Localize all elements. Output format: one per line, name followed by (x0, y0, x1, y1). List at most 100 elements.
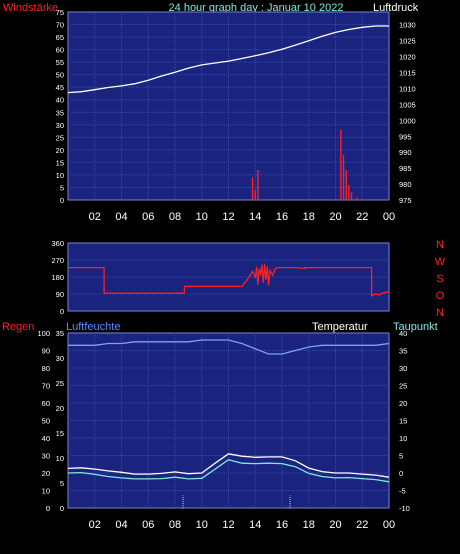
temperature-axis-tick-label: 0 (399, 469, 403, 478)
wind-axis-tick-label: 0 (60, 196, 64, 205)
humidity-axis-tick-label: 50 (42, 417, 50, 426)
temperature-axis-tick-label: -5 (399, 487, 406, 496)
time-tick-label: 10 (196, 519, 208, 531)
pressure-axis-tick-label: 990 (399, 148, 412, 157)
rain-axis-tick-label: 30 (56, 354, 64, 363)
direction-axis-tick-label: 0 (60, 307, 64, 316)
rain-axis-tick-label: 10 (56, 454, 64, 463)
time-tick-label: 06 (142, 519, 154, 531)
direction-axis-tick-label: 360 (51, 239, 64, 248)
time-tick-label: 18 (303, 519, 315, 531)
temperature-axis-tick-label: 15 (399, 417, 407, 426)
pressure-series-line (67, 25, 389, 94)
direction-axis-tick-label: 270 (51, 256, 64, 265)
time-tick-label: 02 (89, 211, 101, 223)
temperature-axis-tick-label: -10 (399, 504, 410, 513)
time-tick-label: 06 (142, 211, 154, 223)
wind-axis-tick-label: 25 (56, 133, 64, 142)
compass-direction-label: S (436, 273, 443, 285)
rain-axis-tick-label: 25 (56, 379, 64, 388)
rain-axis-tick-label: 5 (60, 479, 64, 488)
temperature-axis-tick-label: 40 (399, 329, 407, 338)
time-tick-label: 22 (356, 211, 368, 223)
wind-axis-tick-label: 30 (56, 121, 64, 130)
time-tick-label: 12 (222, 211, 234, 223)
wind-axis-tick-label: 15 (56, 158, 64, 167)
pressure-axis-tick-label: 1015 (399, 69, 416, 78)
wind-axis-tick-label: 65 (56, 33, 64, 42)
compass-direction-label: W (435, 256, 446, 268)
time-tick-label: 00 (383, 519, 395, 531)
wind-axis-tick-label: 40 (56, 96, 64, 105)
pressure-axis-tick-label: 985 (399, 164, 412, 173)
time-tick-label: 00 (383, 211, 395, 223)
pressure-axis-tick-label: 1010 (399, 84, 416, 93)
wind-axis-tick-label: 60 (56, 46, 64, 55)
pressure-axis-tick-label: 980 (399, 180, 412, 189)
pressure-axis-tick-label: 1005 (399, 100, 416, 109)
temperature-series-line (67, 453, 390, 478)
pressure-axis-tick-label: 1030 (399, 21, 416, 30)
pressure-axis-tick-label: 995 (399, 132, 412, 141)
pressure-axis-tick-label: 1000 (399, 116, 416, 125)
humidity-axis-tick-label: 100 (37, 329, 50, 338)
pressure-axis-tick-label: 1020 (399, 53, 416, 62)
temperature-axis-tick-label: 25 (399, 382, 407, 391)
pressure-axis-tick-label: 1025 (399, 37, 416, 46)
temperature-axis-tick-label: 10 (399, 434, 407, 443)
wind-axis-tick-label: 45 (56, 83, 64, 92)
temperature-axis-tick-label: 30 (399, 364, 407, 373)
time-tick-label: 14 (249, 519, 261, 531)
wind-direction-line (68, 263, 389, 297)
pressure-label: Luftdruck (373, 2, 419, 14)
compass-direction-label: N (436, 239, 444, 251)
humidity-axis-tick-label: 40 (42, 434, 50, 443)
time-tick-label: 16 (276, 211, 288, 223)
humidity-label: Luftfeuchte (66, 321, 120, 333)
wind-axis-tick-label: 55 (56, 58, 64, 67)
humidity-axis-tick-label: 20 (42, 469, 50, 478)
rain-axis-tick-label: 20 (56, 404, 64, 413)
humidity-axis-tick-label: 0 (46, 504, 50, 513)
time-tick-label: 02 (89, 519, 101, 531)
humidity-series-line (68, 339, 390, 355)
humidity-axis-tick-label: 80 (42, 364, 50, 373)
time-tick-label: 14 (249, 211, 261, 223)
dewpoint-series-line (67, 458, 390, 483)
rain-axis-tick-label: 0 (60, 504, 64, 513)
temperature-axis-tick-label: 35 (399, 347, 407, 356)
temperature-axis-tick-label: 5 (399, 452, 403, 461)
wind-axis-tick-label: 50 (56, 71, 64, 80)
wind-axis-tick-label: 35 (56, 108, 64, 117)
time-tick-label: 22 (356, 519, 368, 531)
direction-axis-tick-label: 90 (56, 290, 64, 299)
time-tick-label: 10 (196, 211, 208, 223)
time-tick-label: 20 (329, 519, 341, 531)
time-tick-label: 12 (222, 519, 234, 531)
wind-axis-tick-label: 70 (56, 21, 64, 30)
humidity-temperature-panel: 010203040506070809010005101520253035-10-… (37, 329, 409, 531)
wind-axis-tick-label: 5 (60, 183, 64, 192)
rain-label: Regen (2, 321, 34, 333)
time-tick-label: 18 (303, 211, 315, 223)
rain-axis-tick-label: 35 (56, 329, 64, 338)
time-tick-label: 04 (115, 211, 127, 223)
temperature-label: Temperatur (312, 321, 368, 333)
temperature-axis-tick-label: 20 (399, 399, 407, 408)
time-tick-label: 20 (329, 211, 341, 223)
humidity-axis-tick-label: 30 (42, 452, 50, 461)
time-tick-label: 16 (276, 519, 288, 531)
humidity-axis-tick-label: 10 (42, 487, 50, 496)
compass-direction-label: N (436, 307, 444, 319)
time-tick-label: 08 (169, 211, 181, 223)
direction-axis-tick-label: 180 (51, 273, 64, 282)
compass-direction-label: O (436, 290, 445, 302)
wind-strength-label: Windstärke (3, 2, 58, 14)
rain-axis-tick-label: 15 (56, 429, 64, 438)
humidity-axis-tick-label: 70 (42, 382, 50, 391)
wind-axis-tick-label: 75 (56, 8, 64, 17)
humidity-axis-tick-label: 90 (42, 347, 50, 356)
